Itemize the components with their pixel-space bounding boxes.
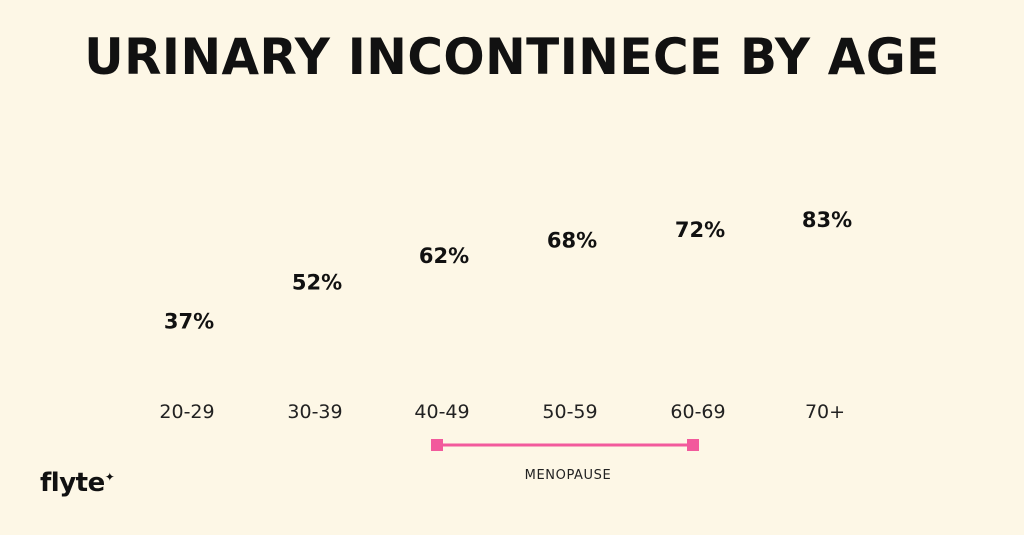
bracket-start-marker bbox=[431, 439, 443, 451]
value-label-30-39: 52% bbox=[292, 270, 342, 294]
value-label-60-69: 72% bbox=[675, 218, 725, 242]
figure-70+ bbox=[766, 130, 884, 391]
category-label-40-49: 40-49 bbox=[414, 401, 469, 423]
chart-title: URINARY INCONTINECE BY AGE bbox=[84, 28, 940, 86]
menopause-bracket bbox=[431, 439, 699, 451]
figure-unaffected-fill bbox=[511, 130, 629, 214]
value-label-40-49: 62% bbox=[419, 244, 469, 268]
figure-20-29 bbox=[128, 130, 246, 391]
figure-unaffected-fill bbox=[766, 130, 884, 175]
figure-unaffected-fill bbox=[639, 130, 757, 204]
value-label-20-29: 37% bbox=[164, 309, 214, 333]
figure-unaffected-fill bbox=[256, 130, 374, 256]
category-label-20-29: 20-29 bbox=[159, 401, 214, 423]
figure-50-59 bbox=[511, 130, 629, 391]
flyte-logo: flyte✦ bbox=[40, 468, 115, 498]
category-label-60-69: 60-69 bbox=[670, 401, 725, 423]
logo-text: flyte bbox=[40, 468, 105, 498]
category-label-70+: 70+ bbox=[805, 401, 845, 423]
value-label-50-59: 68% bbox=[547, 229, 597, 253]
figure-unaffected-fill bbox=[383, 130, 501, 230]
menopause-label: MENOPAUSE bbox=[524, 468, 612, 483]
value-label-70+: 83% bbox=[802, 208, 852, 232]
figures-group: 37% 20-29 52% 30-39 62% 40-49 68% 50-59 72% 60-69… bbox=[128, 130, 884, 423]
sparkle-icon: ✦ bbox=[104, 470, 115, 484]
bracket-end-marker bbox=[687, 439, 699, 451]
figure-30-39 bbox=[256, 130, 374, 391]
figure-unaffected-fill bbox=[128, 130, 246, 295]
category-label-50-59: 50-59 bbox=[542, 401, 597, 423]
category-label-30-39: 30-39 bbox=[287, 401, 342, 423]
figure-60-69 bbox=[639, 130, 757, 391]
